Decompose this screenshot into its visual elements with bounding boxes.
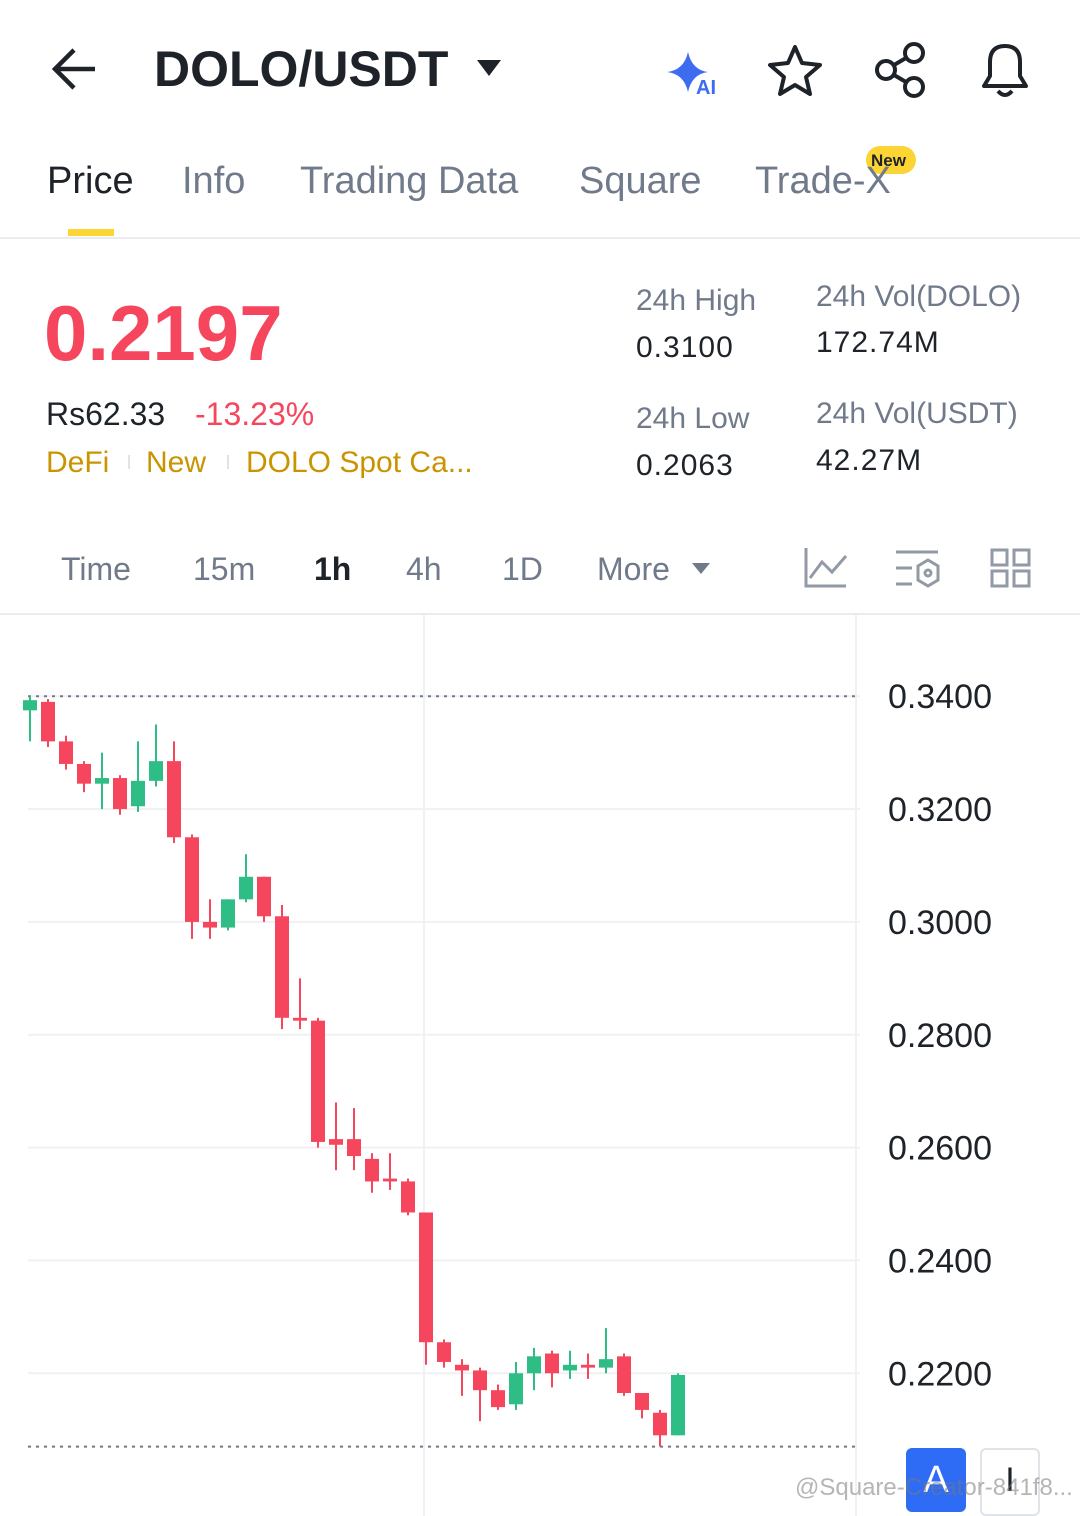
- candle-body: [257, 876, 271, 917]
- candle-body: [419, 1212, 433, 1343]
- ai-label: AI: [696, 77, 716, 99]
- candle-body: [401, 1181, 415, 1213]
- candle-body: [221, 899, 235, 928]
- tag[interactable]: DeFi: [46, 446, 110, 479]
- candle-body: [311, 1020, 325, 1142]
- candle-body: [131, 780, 145, 807]
- fiat-price: Rs62.33: [46, 396, 166, 432]
- candle-body: [329, 1139, 343, 1145]
- candle-body: [491, 1390, 505, 1408]
- tab[interactable]: Price: [47, 160, 134, 202]
- candle-body: [617, 1356, 631, 1394]
- button[interactable]: A: [906, 1448, 966, 1512]
- favorite-icon[interactable]: [768, 45, 822, 96]
- tab[interactable]: Trading Data: [300, 160, 519, 202]
- indicator-icon[interactable]: [804, 548, 848, 588]
- y-tick-label: 0.2200: [888, 1355, 992, 1393]
- tab[interactable]: Square: [579, 160, 702, 202]
- candle-body: [293, 1017, 307, 1021]
- tab[interactable]: Trade-X: [755, 160, 891, 202]
- pair-dropdown[interactable]: [477, 60, 501, 76]
- candle-body: [527, 1356, 541, 1374]
- new-badge: [866, 146, 916, 174]
- stat-label: 24h Vol(DOLO): [816, 280, 1022, 313]
- more-dropdown[interactable]: [692, 563, 710, 574]
- candle-body: [239, 876, 253, 900]
- separator: [128, 455, 130, 469]
- stat-value: 42.27M: [816, 444, 923, 477]
- candle-body: [509, 1373, 523, 1405]
- y-tick-label: 0.2800: [888, 1017, 992, 1055]
- stat-label: 24h High: [636, 284, 757, 317]
- stat-label: 24h Vol(USDT): [816, 397, 1018, 430]
- new-badge-text: New: [871, 151, 906, 170]
- alert-icon[interactable]: [982, 44, 1028, 97]
- candle-body: [581, 1364, 595, 1368]
- candlestick-chart: 0.3400 0.3200 0.3000 0.2800 0.2600 0.2400 0.22…: [23, 615, 992, 1516]
- active-tab-indicator: [68, 229, 114, 236]
- ai-icon[interactable]: [667, 52, 708, 92]
- candle-body: [149, 761, 163, 781]
- candle-body: [437, 1342, 451, 1362]
- candle-body: [113, 778, 127, 810]
- watermark: @Square-Creator-841f8...: [795, 1474, 1073, 1501]
- price-change: -13.23%: [195, 396, 315, 432]
- layout-icon[interactable]: [990, 548, 1031, 588]
- stat-value: 0.3100: [636, 331, 734, 364]
- y-tick-label: 0.2400: [888, 1242, 992, 1280]
- candle-body: [563, 1364, 577, 1371]
- tag[interactable]: DOLO Spot Ca...: [246, 446, 473, 479]
- last-price: 0.2197: [44, 289, 283, 377]
- interval[interactable]: More: [597, 551, 670, 587]
- candle-body: [185, 837, 199, 922]
- separator: [227, 455, 229, 469]
- candle-body: [383, 1178, 397, 1182]
- candle-body: [203, 921, 217, 928]
- candle-body: [599, 1359, 613, 1368]
- candle-body: [41, 701, 55, 742]
- candle-body: [671, 1374, 685, 1436]
- stat-value: 172.74M: [816, 326, 940, 359]
- interval[interactable]: 1h: [314, 551, 352, 587]
- y-tick-label: 0.3400: [888, 678, 992, 716]
- candle-body: [347, 1139, 361, 1157]
- stat-label: 24h Low: [636, 402, 750, 435]
- candle-body: [473, 1370, 487, 1391]
- y-tick-label: 0.3000: [888, 904, 992, 942]
- interval[interactable]: 1D: [502, 551, 543, 587]
- pair-title[interactable]: DOLO/USDT: [154, 41, 449, 97]
- y-tick-label: 0.2600: [888, 1130, 992, 1168]
- y-tick-label: 0.3200: [888, 791, 992, 829]
- share-icon[interactable]: [875, 42, 925, 98]
- button[interactable]: I: [980, 1448, 1040, 1516]
- interval[interactable]: 15m: [193, 551, 256, 587]
- candle-body: [275, 916, 289, 1018]
- interval[interactable]: Time: [61, 551, 131, 587]
- candle-body: [545, 1353, 559, 1374]
- candle-body: [59, 741, 73, 764]
- settings-icon[interactable]: [896, 550, 940, 588]
- candle-body: [365, 1158, 379, 1182]
- candle-body: [455, 1364, 469, 1371]
- candle-body: [635, 1393, 649, 1410]
- candle-body: [23, 700, 37, 711]
- candle-body: [653, 1412, 667, 1436]
- icons: AI: [0, 42, 1080, 615]
- tag[interactable]: New: [146, 446, 207, 479]
- candle-body: [77, 763, 91, 784]
- interval[interactable]: 4h: [406, 551, 442, 587]
- stat-value: 0.2063: [636, 449, 734, 482]
- tab[interactable]: Info: [182, 160, 246, 202]
- candle-body: [167, 761, 181, 838]
- back-icon[interactable]: [51, 48, 95, 90]
- candle-body: [95, 778, 109, 784]
